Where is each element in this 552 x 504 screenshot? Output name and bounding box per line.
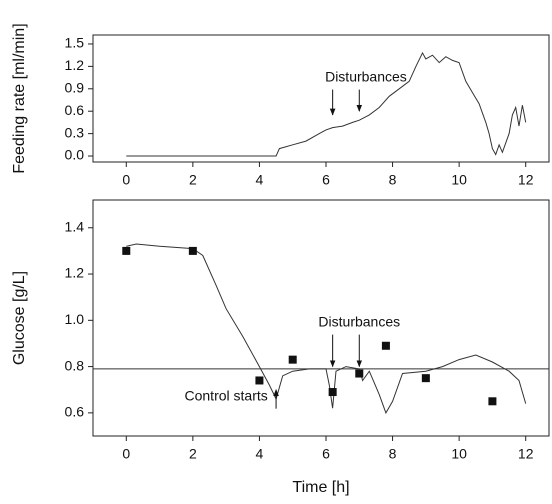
x-tick-label: 2 <box>189 172 197 188</box>
x-tick-label: 12 <box>518 446 534 462</box>
y-tick-label: 1.0 <box>65 311 85 327</box>
data-point <box>421 374 430 383</box>
data-line <box>126 51 527 157</box>
plot-frame <box>92 199 550 437</box>
y-tick-label: 1.4 <box>65 218 85 234</box>
x-axis-label: Time [h] <box>292 479 349 496</box>
y-tick-label: 0.0 <box>65 147 85 163</box>
data-point <box>255 376 264 385</box>
y-tick-label: 0.8 <box>65 357 85 373</box>
annotation: Disturbances <box>325 68 407 84</box>
y-axis-label: Glucose [g/L] <box>11 271 28 365</box>
annotation: Disturbances <box>318 313 400 329</box>
annotation: Control starts <box>185 387 268 403</box>
x-tick-label: 8 <box>389 446 397 462</box>
x-tick-label: 0 <box>122 446 130 462</box>
data-point <box>488 397 497 406</box>
data-point <box>288 355 297 364</box>
x-tick-label: 6 <box>322 446 330 462</box>
y-tick-label: 0.3 <box>65 124 85 140</box>
y-tick-label: 1.5 <box>65 35 85 51</box>
data-point <box>328 388 337 397</box>
y-axis-label: Feeding rate [ml/min] <box>11 23 28 173</box>
x-tick-label: 8 <box>389 172 397 188</box>
x-tick-label: 4 <box>256 172 264 188</box>
y-tick-label: 1.2 <box>65 265 85 281</box>
plot-frame <box>92 34 550 163</box>
x-tick-label: 10 <box>451 446 467 462</box>
y-tick-label: 0.6 <box>65 102 85 118</box>
x-tick-label: 2 <box>189 446 197 462</box>
y-tick-label: 0.6 <box>65 404 85 420</box>
x-tick-label: 10 <box>451 172 467 188</box>
y-tick-label: 1.2 <box>65 57 85 73</box>
data-point <box>381 341 390 350</box>
data-point <box>188 246 197 255</box>
data-point <box>355 369 364 378</box>
x-tick-label: 0 <box>122 172 130 188</box>
data-point <box>122 246 131 255</box>
x-tick-label: 12 <box>518 172 534 188</box>
x-tick-label: 4 <box>256 446 264 462</box>
y-tick-label: 0.9 <box>65 79 85 95</box>
x-tick-label: 6 <box>322 172 330 188</box>
